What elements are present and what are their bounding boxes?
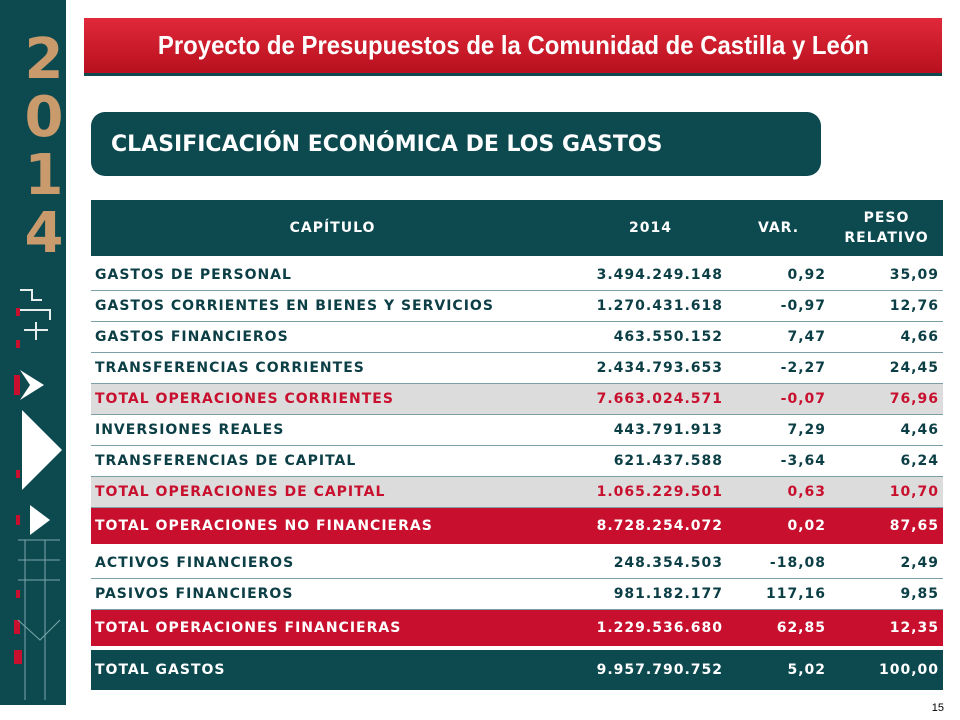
row-var: 0,02 [727, 507, 830, 544]
row-peso: 12,35 [830, 609, 943, 646]
table-row: PASIVOS FINANCIEROS 981.182.177 117,16 9… [91, 578, 943, 610]
row-value: 443.791.913 [574, 414, 727, 446]
year-digit: 4 [24, 201, 64, 266]
row-label: TOTAL OPERACIONES CORRIENTES [91, 383, 574, 415]
row-value: 2.434.793.653 [574, 352, 727, 384]
row-peso: 2,49 [830, 548, 943, 579]
row-peso: 4,66 [830, 321, 943, 353]
row-value: 248.354.503 [574, 548, 727, 579]
row-value: 1.270.431.618 [574, 290, 727, 322]
row-peso: 24,45 [830, 352, 943, 384]
row-label: TOTAL OPERACIONES DE CAPITAL [91, 476, 574, 508]
column-header-year: 2014 [574, 200, 727, 256]
row-value: 7.663.024.571 [574, 383, 727, 415]
section-heading: CLASIFICACIÓN ECONÓMICA DE LOS GASTOS [91, 112, 821, 176]
total-row: TOTAL OPERACIONES NO FINANCIERAS 8.728.2… [91, 507, 943, 544]
row-value: 9.957.790.752 [574, 650, 727, 690]
row-var: -0,07 [727, 383, 830, 415]
subtotal-row: TOTAL OPERACIONES DE CAPITAL 1.065.229.5… [91, 476, 943, 508]
year-digit: 0 [24, 85, 64, 150]
column-header-capitulo: CAPÍTULO [91, 200, 574, 256]
row-peso: 4,46 [830, 414, 943, 446]
table-row: GASTOS DE PERSONAL 3.494.249.148 0,92 35… [91, 260, 943, 291]
row-label: TRANSFERENCIAS CORRIENTES [91, 352, 574, 384]
row-value: 1.229.536.680 [574, 609, 727, 646]
page-number: 15 [931, 702, 944, 714]
row-label: INVERSIONES REALES [91, 414, 574, 446]
expenses-table: CAPÍTULO 2014 VAR. PESO RELATIVO GASTOS D… [91, 200, 943, 690]
row-label: TOTAL GASTOS [91, 650, 574, 690]
column-header-peso-line2: RELATIVO [844, 230, 929, 246]
row-label: TOTAL OPERACIONES FINANCIERAS [91, 609, 574, 646]
total-row: TOTAL OPERACIONES FINANCIERAS 1.229.536.… [91, 609, 943, 646]
row-label: GASTOS FINANCIEROS [91, 321, 574, 353]
table-row: INVERSIONES REALES 443.791.913 7,29 4,46 [91, 414, 943, 446]
row-peso: 76,96 [830, 383, 943, 415]
table-row: GASTOS CORRIENTES EN BIENES Y SERVICIOS … [91, 290, 943, 322]
row-label: GASTOS CORRIENTES EN BIENES Y SERVICIOS [91, 290, 574, 322]
row-value: 621.437.588 [574, 445, 727, 477]
row-label: GASTOS DE PERSONAL [91, 260, 574, 291]
row-var: 5,02 [727, 650, 830, 690]
row-value: 8.728.254.072 [574, 507, 727, 544]
row-var: 7,47 [727, 321, 830, 353]
row-peso: 9,85 [830, 578, 943, 610]
row-peso: 6,24 [830, 445, 943, 477]
column-header-peso-line1: PESO [863, 210, 910, 226]
row-peso: 35,09 [830, 260, 943, 291]
row-value: 981.182.177 [574, 578, 727, 610]
row-var: 0,92 [727, 260, 830, 291]
row-var: 0,63 [727, 476, 830, 508]
table-row: GASTOS FINANCIEROS 463.550.152 7,47 4,66 [91, 321, 943, 353]
table-row: TRANSFERENCIAS DE CAPITAL 621.437.588 -3… [91, 445, 943, 477]
page-title: Proyecto de Presupuestos de la Comunidad… [157, 30, 869, 60]
year-digit: 2 [24, 27, 64, 92]
column-header-var: VAR. [727, 200, 830, 256]
table-header-row: CAPÍTULO 2014 VAR. PESO RELATIVO [91, 200, 943, 256]
table-row: ACTIVOS FINANCIEROS 248.354.503 -18,08 2… [91, 548, 943, 579]
row-label: ACTIVOS FINANCIEROS [91, 548, 574, 579]
row-var: 62,85 [727, 609, 830, 646]
row-value: 3.494.249.148 [574, 260, 727, 291]
header-banner: Proyecto de Presupuestos de la Comunidad… [84, 18, 942, 76]
subtotal-row: TOTAL OPERACIONES CORRIENTES 7.663.024.5… [91, 383, 943, 415]
row-peso: 87,65 [830, 507, 943, 544]
section-title: CLASIFICACIÓN ECONÓMICA DE LOS GASTOS [111, 131, 663, 157]
year-graphic: 2 0 1 4 [22, 32, 66, 264]
column-header-peso: PESO RELATIVO [830, 200, 943, 256]
row-var: -18,08 [727, 548, 830, 579]
row-var: -3,64 [727, 445, 830, 477]
year-digit: 1 [24, 143, 64, 208]
grand-total-row: TOTAL GASTOS 9.957.790.752 5,02 100,00 [91, 650, 943, 690]
row-value: 1.065.229.501 [574, 476, 727, 508]
row-peso: 10,70 [830, 476, 943, 508]
row-peso: 12,76 [830, 290, 943, 322]
row-var: -2,27 [727, 352, 830, 384]
row-label: PASIVOS FINANCIEROS [91, 578, 574, 610]
row-peso: 100,00 [830, 650, 943, 690]
decorative-sidebar: 2 0 1 4 [0, 0, 66, 705]
row-value: 463.550.152 [574, 321, 727, 353]
row-var: 117,16 [727, 578, 830, 610]
row-label: TRANSFERENCIAS DE CAPITAL [91, 445, 574, 477]
decorative-pattern-icon [14, 289, 62, 700]
row-var: 7,29 [727, 414, 830, 446]
row-label: TOTAL OPERACIONES NO FINANCIERAS [91, 507, 574, 544]
table-row: TRANSFERENCIAS CORRIENTES 2.434.793.653 … [91, 352, 943, 384]
row-var: -0,97 [727, 290, 830, 322]
